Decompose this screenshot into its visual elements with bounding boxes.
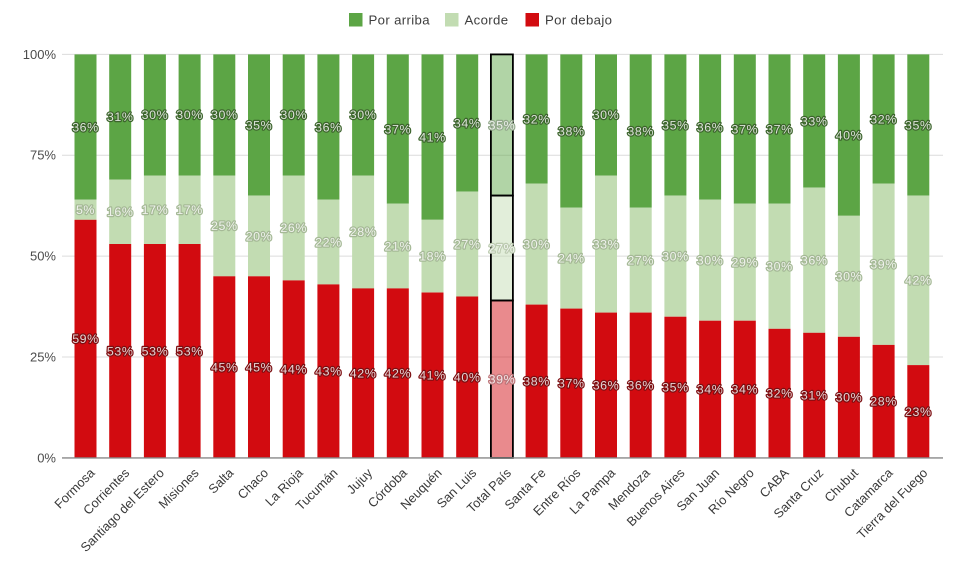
svg-text:31%: 31% <box>107 110 134 124</box>
svg-text:37%: 37% <box>731 122 758 136</box>
svg-text:75%: 75% <box>30 148 56 163</box>
svg-text:18%: 18% <box>419 249 446 263</box>
svg-text:45%: 45% <box>211 360 238 374</box>
svg-text:30%: 30% <box>836 270 863 284</box>
svg-text:36%: 36% <box>801 254 828 268</box>
svg-text:21%: 21% <box>384 239 411 253</box>
svg-text:28%: 28% <box>350 225 377 239</box>
svg-text:30%: 30% <box>280 108 307 122</box>
svg-text:29%: 29% <box>731 256 758 270</box>
svg-text:Por debajo: Por debajo <box>545 13 612 28</box>
svg-text:40%: 40% <box>454 371 481 385</box>
svg-text:35%: 35% <box>905 118 932 132</box>
svg-text:0%: 0% <box>37 450 56 465</box>
svg-text:30%: 30% <box>176 108 203 122</box>
svg-text:37%: 37% <box>558 377 585 391</box>
svg-text:33%: 33% <box>593 237 620 251</box>
svg-text:38%: 38% <box>558 124 585 138</box>
svg-text:40%: 40% <box>836 128 863 142</box>
svg-text:27%: 27% <box>627 254 654 268</box>
svg-text:22%: 22% <box>315 235 342 249</box>
svg-text:41%: 41% <box>419 130 446 144</box>
svg-text:34%: 34% <box>731 383 758 397</box>
svg-text:41%: 41% <box>419 369 446 383</box>
svg-text:30%: 30% <box>523 237 550 251</box>
svg-text:28%: 28% <box>870 395 897 409</box>
svg-text:24%: 24% <box>558 252 585 266</box>
svg-text:31%: 31% <box>801 389 828 403</box>
svg-text:44%: 44% <box>280 362 307 376</box>
svg-text:27%: 27% <box>454 237 481 251</box>
svg-text:17%: 17% <box>176 203 203 217</box>
svg-text:39%: 39% <box>870 258 897 272</box>
svg-text:32%: 32% <box>766 387 793 401</box>
svg-text:100%: 100% <box>23 47 57 62</box>
svg-text:27%: 27% <box>489 241 516 255</box>
svg-text:32%: 32% <box>870 112 897 126</box>
svg-text:36%: 36% <box>627 379 654 393</box>
svg-text:42%: 42% <box>384 367 411 381</box>
svg-text:23%: 23% <box>905 405 932 419</box>
svg-text:30%: 30% <box>593 108 620 122</box>
svg-text:42%: 42% <box>350 367 377 381</box>
svg-text:30%: 30% <box>836 391 863 405</box>
svg-text:39%: 39% <box>489 373 516 387</box>
svg-text:16%: 16% <box>107 205 134 219</box>
svg-text:17%: 17% <box>142 203 169 217</box>
svg-text:38%: 38% <box>627 124 654 138</box>
svg-text:26%: 26% <box>280 221 307 235</box>
svg-text:36%: 36% <box>72 120 99 134</box>
svg-text:36%: 36% <box>315 120 342 134</box>
svg-text:Acorde: Acorde <box>465 13 509 28</box>
svg-text:34%: 34% <box>454 116 481 130</box>
svg-text:53%: 53% <box>107 344 134 358</box>
svg-text:37%: 37% <box>384 122 411 136</box>
svg-text:36%: 36% <box>697 120 724 134</box>
svg-text:30%: 30% <box>697 254 724 268</box>
svg-text:36%: 36% <box>593 379 620 393</box>
svg-text:45%: 45% <box>246 360 273 374</box>
svg-text:25%: 25% <box>30 349 56 364</box>
svg-text:53%: 53% <box>142 344 169 358</box>
svg-text:59%: 59% <box>72 332 99 346</box>
svg-text:30%: 30% <box>142 108 169 122</box>
svg-text:42%: 42% <box>905 274 932 288</box>
svg-text:35%: 35% <box>662 118 689 132</box>
svg-text:34%: 34% <box>697 383 724 397</box>
svg-text:30%: 30% <box>211 108 238 122</box>
svg-text:30%: 30% <box>662 249 689 263</box>
svg-text:35%: 35% <box>489 118 516 132</box>
svg-text:33%: 33% <box>801 114 828 128</box>
svg-text:43%: 43% <box>315 364 342 378</box>
svg-text:50%: 50% <box>30 249 56 264</box>
svg-text:30%: 30% <box>766 260 793 274</box>
svg-text:32%: 32% <box>523 112 550 126</box>
svg-text:Por arriba: Por arriba <box>369 13 431 28</box>
svg-text:30%: 30% <box>350 108 377 122</box>
svg-text:35%: 35% <box>246 118 273 132</box>
svg-text:20%: 20% <box>246 229 273 243</box>
svg-text:37%: 37% <box>766 122 793 136</box>
svg-text:35%: 35% <box>662 381 689 395</box>
svg-text:25%: 25% <box>211 219 238 233</box>
svg-text:5%: 5% <box>76 203 95 217</box>
svg-text:38%: 38% <box>523 375 550 389</box>
svg-text:53%: 53% <box>176 344 203 358</box>
